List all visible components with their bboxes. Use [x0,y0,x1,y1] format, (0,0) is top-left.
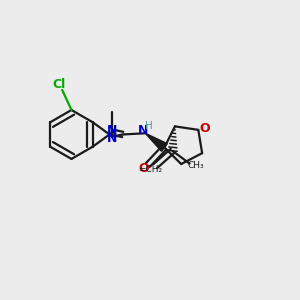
Text: N: N [107,132,118,146]
Text: N: N [138,124,148,137]
Text: N: N [107,124,118,136]
Polygon shape [145,133,167,151]
Text: H: H [145,121,153,131]
Text: O: O [200,122,210,136]
Text: CH₃: CH₃ [188,161,205,170]
Text: O: O [139,162,149,175]
Text: Cl: Cl [52,78,65,91]
Text: =CH₂: =CH₂ [138,164,162,173]
